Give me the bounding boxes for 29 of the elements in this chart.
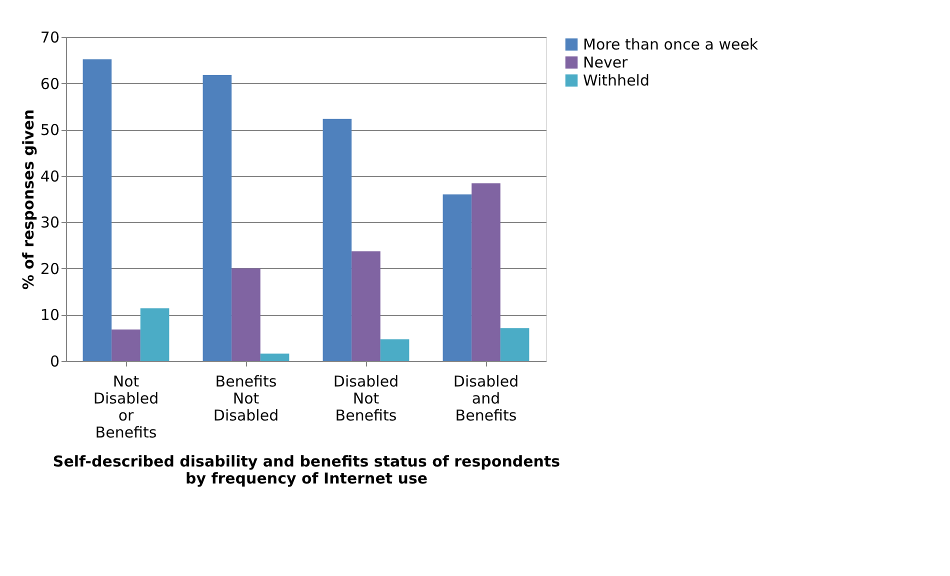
x-tick-label: Disabled Not Benefits	[333, 372, 399, 424]
x-axis-title: Self-described disability and benefits status of respondents by frequency of Internet use	[52, 452, 560, 488]
bar	[352, 251, 380, 361]
bar	[232, 268, 260, 361]
y-tick-label: 30	[40, 214, 60, 232]
y-tick-label: 60	[40, 74, 60, 93]
x-tick-label: Disabled and Benefits	[453, 372, 519, 424]
bar	[202, 74, 232, 361]
legend-label: Withheld	[583, 72, 650, 90]
bar	[380, 339, 410, 361]
y-tick-label: 20	[40, 260, 60, 278]
y-tick-label: 70	[40, 28, 60, 46]
bar	[112, 330, 140, 361]
bar	[140, 308, 170, 361]
legend-label: More than once a week	[583, 36, 758, 54]
bar	[322, 118, 352, 361]
x-tick-label: Not Disabled or Benefits	[93, 372, 159, 442]
bar	[442, 194, 472, 361]
bar	[82, 59, 112, 361]
y-axis-title: % of responses given	[19, 109, 38, 290]
legend-label: Never	[583, 54, 629, 72]
bar	[472, 183, 500, 361]
y-tick-label: 40	[40, 167, 60, 186]
bar	[500, 328, 530, 361]
y-tick-label: 0	[50, 352, 60, 370]
bar	[260, 354, 290, 361]
y-tick-label: 10	[40, 306, 60, 324]
y-tick-label: 50	[40, 121, 60, 140]
x-tick-label: Benefits Not Disabled	[213, 372, 279, 424]
